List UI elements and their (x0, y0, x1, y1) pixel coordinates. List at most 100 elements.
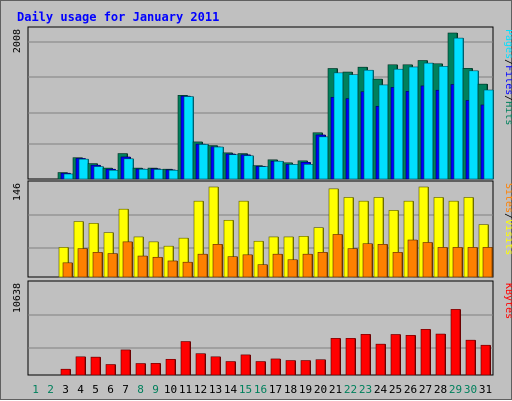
bar-sites-day-17 (272, 253, 283, 278)
bar-pages-day-28 (438, 66, 449, 180)
chart-title: Daily usage for January 2011 (17, 10, 219, 24)
bar-pages-day-4 (78, 158, 89, 180)
x-tick-label: 31 (479, 383, 492, 396)
bar-kbytes-day-9 (150, 363, 161, 376)
bar-sites-day-20 (317, 252, 328, 278)
legend-part: Hits (503, 101, 512, 125)
bar-pages-day-30 (468, 70, 479, 180)
legend-part: Visits (503, 219, 512, 255)
bar-pages-day-12 (198, 144, 209, 180)
bar-pages-day-18 (288, 164, 299, 180)
y-max-label: 10638 (12, 283, 23, 313)
series-legend: Pages/Files/Hits (503, 29, 512, 125)
bar-pages-day-10 (168, 169, 179, 180)
bar-pages-day-17 (273, 160, 284, 180)
x-tick-label: 24 (374, 383, 388, 396)
x-tick-label: 21 (329, 383, 342, 396)
bar-pages-day-20 (318, 136, 329, 180)
bar-kbytes-day-26 (405, 334, 416, 376)
bar-sites-day-13 (212, 244, 223, 278)
panel-hits-files-pages: 2008 Pages/Files/Hits (12, 26, 512, 180)
legend-part: / (503, 59, 512, 65)
series-legend: KBytes (503, 283, 512, 319)
bar-kbytes-day-30 (465, 339, 476, 376)
bar-kbytes-day-23 (360, 334, 371, 376)
bar-pages-day-8 (138, 168, 149, 180)
bar-pages-day-27 (423, 62, 434, 180)
x-tick-label: 27 (419, 383, 432, 396)
bar-kbytes-day-10 (165, 358, 176, 376)
bar-sites-day-14 (227, 256, 238, 278)
x-tick-label: 3 (62, 383, 69, 396)
x-tick-label: 17 (269, 383, 282, 396)
legend-part: / (503, 95, 512, 101)
bar-kbytes-day-29 (450, 309, 461, 376)
bar-kbytes-day-18 (285, 360, 296, 376)
y-max-label: 2008 (12, 29, 23, 53)
bar-pages-day-7 (123, 158, 134, 180)
bar-sites-day-23 (362, 243, 373, 278)
x-tick-label: 20 (314, 383, 327, 396)
bar-sites-day-6 (107, 253, 118, 278)
bar-pages-day-11 (183, 96, 194, 180)
bar-sites-day-22 (347, 248, 358, 278)
x-tick-label: 30 (464, 383, 477, 396)
bar-pages-day-13 (213, 146, 224, 180)
x-tick-label: 1 (32, 383, 39, 396)
x-tick-label: 19 (299, 383, 312, 396)
bar-pages-day-22 (348, 74, 359, 180)
legend-part: Files (503, 65, 512, 95)
bar-sites-day-27 (422, 242, 433, 278)
x-tick-label: 16 (254, 383, 267, 396)
bar-pages-day-6 (108, 169, 119, 180)
bar-kbytes-day-21 (330, 338, 341, 376)
bar-pages-day-24 (378, 84, 389, 180)
bar-sites-day-21 (332, 234, 343, 278)
x-tick-label: 11 (179, 383, 192, 396)
bar-sites-day-10 (167, 260, 178, 278)
bar-kbytes-day-25 (390, 334, 401, 376)
panel-visits-sites: 146 Sites/Visits (12, 180, 512, 278)
x-tick-label: 29 (449, 383, 462, 396)
bar-pages-day-21 (333, 72, 344, 180)
y-max-label: 146 (12, 183, 23, 201)
x-tick-label: 8 (137, 383, 144, 396)
bar-kbytes-day-27 (420, 329, 431, 376)
x-tick-label: 26 (404, 383, 417, 396)
legend-part: Sites (503, 183, 512, 213)
x-tick-label: 5 (92, 383, 99, 396)
series-legend: Sites/Visits (503, 183, 512, 255)
bar-pages-day-26 (408, 66, 419, 180)
legend-part: KBytes (503, 283, 512, 319)
bar-sites-day-15 (242, 254, 253, 278)
bar-sites-day-18 (287, 259, 298, 278)
bar-kbytes-day-19 (300, 360, 311, 376)
x-tick-label: 25 (389, 383, 402, 396)
bar-sites-day-19 (302, 253, 313, 278)
bar-kbytes-day-15 (240, 354, 251, 376)
bar-kbytes-day-13 (210, 356, 221, 376)
bar-sites-day-26 (407, 239, 418, 278)
x-tick-label: 6 (107, 383, 114, 396)
bar-kbytes-day-24 (375, 343, 386, 376)
bar-kbytes-day-11 (180, 341, 191, 376)
bar-pages-day-14 (228, 154, 239, 180)
bar-kbytes-day-4 (75, 356, 86, 376)
x-tick-label: 2 (47, 383, 54, 396)
bar-kbytes-day-22 (345, 338, 356, 376)
bar-sites-day-4 (77, 248, 88, 278)
bar-pages-day-25 (393, 68, 404, 180)
bar-kbytes-day-14 (225, 361, 236, 376)
bar-pages-day-5 (93, 166, 104, 180)
bar-sites-day-3 (62, 262, 73, 278)
bar-sites-day-7 (122, 241, 133, 278)
bar-pages-day-31 (483, 89, 494, 180)
bar-sites-day-31 (482, 247, 493, 278)
bar-sites-day-25 (392, 252, 403, 278)
bar-sites-day-24 (377, 244, 388, 278)
x-tick-label: 14 (224, 383, 238, 396)
bar-kbytes-day-17 (270, 358, 281, 376)
bar-kbytes-day-5 (90, 356, 101, 376)
